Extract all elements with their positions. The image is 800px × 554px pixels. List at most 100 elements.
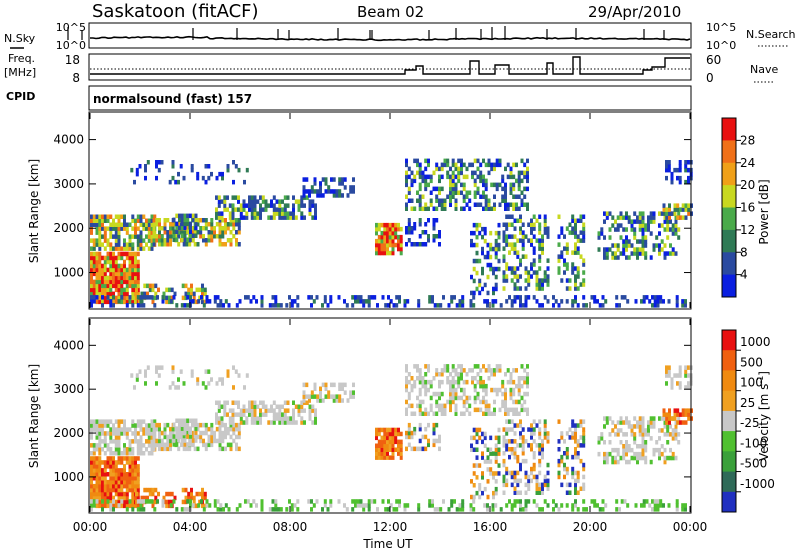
power-cell — [543, 226, 547, 231]
velocity-cell — [535, 486, 539, 491]
velocity-cell — [120, 427, 124, 432]
velocity-cell — [139, 423, 143, 428]
power-cell — [505, 278, 509, 283]
power-cell — [673, 211, 677, 216]
velocity-cell — [237, 434, 241, 440]
velocity-cell — [109, 419, 113, 424]
power-cell — [630, 227, 634, 232]
power-cell — [501, 198, 505, 203]
power-cell — [432, 218, 436, 223]
power-cell — [196, 222, 200, 227]
velocity-cell — [237, 412, 240, 417]
velocity-cell — [446, 379, 450, 385]
velocity-cell — [418, 411, 422, 416]
velocity-cell — [194, 438, 198, 443]
velocity-cell — [139, 439, 143, 444]
velocity-cell — [611, 455, 615, 461]
power-cell — [622, 243, 626, 248]
velocity-cell — [494, 435, 498, 441]
power-cell — [101, 295, 104, 300]
power-cell — [343, 299, 346, 304]
power-cell — [192, 291, 196, 297]
velocity-cell — [98, 483, 102, 489]
velocity-cell — [386, 443, 389, 448]
velocity-cell — [356, 499, 360, 504]
velocity-cell — [125, 427, 129, 432]
velocity-cell — [191, 438, 195, 443]
velocity-cell — [235, 442, 238, 448]
power-cell — [582, 270, 586, 275]
velocity-cell — [532, 466, 536, 472]
velocity-cell — [226, 412, 229, 417]
power-cell — [687, 207, 691, 212]
power-cell — [157, 287, 160, 293]
power-cell — [123, 287, 126, 293]
velocity-cell — [95, 476, 99, 481]
velocity-cell — [519, 423, 522, 428]
power-cell — [427, 162, 430, 168]
power-cell — [198, 287, 202, 293]
velocity-cell — [666, 455, 670, 461]
velocity-cell — [571, 503, 575, 508]
velocity-cell — [135, 373, 139, 378]
power-cell — [310, 185, 314, 190]
power-cell — [144, 164, 147, 169]
power-cell — [429, 178, 433, 184]
velocity-cell — [207, 381, 211, 386]
power-cell — [377, 222, 381, 228]
velocity-cell — [470, 494, 473, 500]
power-cell — [421, 178, 425, 184]
power-cell — [128, 279, 132, 285]
velocity-cell — [277, 507, 280, 512]
velocity-cell — [538, 507, 542, 512]
power-cell — [278, 211, 282, 216]
power-cell — [125, 267, 129, 273]
velocity-cell — [532, 427, 536, 432]
power-cell — [150, 214, 154, 219]
power-cell — [300, 195, 304, 200]
velocity-cell — [454, 387, 458, 393]
power-cell — [486, 250, 490, 256]
power-cell — [380, 238, 384, 244]
velocity-cell — [687, 416, 691, 421]
velocity-cell — [388, 431, 392, 437]
power-cell — [242, 203, 246, 208]
velocity-cell — [114, 479, 118, 485]
velocity-cell — [516, 423, 520, 428]
velocity-cell — [239, 408, 243, 413]
velocity-cell — [543, 435, 547, 440]
power-cell — [264, 203, 268, 208]
velocity-cell — [95, 431, 99, 436]
velocity-cell — [563, 462, 566, 468]
velocity-cell — [198, 491, 202, 497]
velocity-cell — [272, 412, 276, 417]
power-cell — [446, 162, 450, 168]
velocity-cell — [190, 495, 193, 501]
power-cell — [641, 251, 645, 256]
velocity-cell — [483, 486, 487, 492]
power-cell — [261, 199, 265, 204]
power-cell — [190, 287, 193, 293]
velocity-cell — [656, 507, 660, 512]
velocity-cell — [292, 416, 295, 421]
power-cell — [462, 162, 466, 168]
velocity-cell — [142, 451, 146, 456]
power-cell — [398, 295, 401, 300]
xtick-label: 04:00 — [173, 520, 208, 534]
velocity-cell — [158, 426, 161, 432]
velocity-cell — [510, 470, 514, 476]
power-cell — [177, 222, 181, 227]
power-cell — [451, 162, 455, 168]
power-ytick-label: 4000 — [53, 133, 84, 147]
velocity-cell — [302, 382, 306, 388]
power-cell — [215, 207, 218, 212]
power-cell — [458, 299, 462, 304]
power-cell — [451, 182, 455, 188]
velocity-cell — [471, 368, 474, 373]
velocity-cell — [307, 499, 311, 504]
power-cell — [687, 167, 690, 173]
velocity-cell — [349, 394, 353, 399]
power-cell — [275, 211, 279, 216]
velocity-cell — [128, 439, 132, 444]
power-cell — [565, 246, 569, 251]
